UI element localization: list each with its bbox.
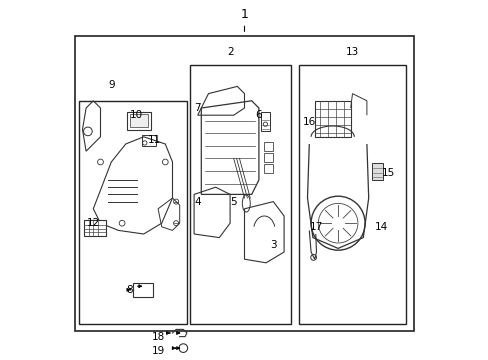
FancyBboxPatch shape [260,112,269,131]
FancyBboxPatch shape [314,101,350,137]
FancyBboxPatch shape [84,220,106,236]
Text: 17: 17 [309,222,323,232]
FancyBboxPatch shape [142,135,156,146]
FancyBboxPatch shape [79,101,186,324]
FancyBboxPatch shape [298,65,406,324]
FancyBboxPatch shape [130,114,148,127]
FancyBboxPatch shape [264,164,273,173]
Text: 9: 9 [108,80,114,90]
Text: 6: 6 [255,110,262,120]
Text: 8: 8 [126,285,132,295]
Text: 15: 15 [381,168,394,178]
Text: 7: 7 [194,103,201,113]
FancyBboxPatch shape [75,36,413,331]
FancyBboxPatch shape [190,65,291,324]
Text: 14: 14 [374,222,387,232]
Text: 16: 16 [302,117,315,127]
Text: 18: 18 [151,332,164,342]
Text: 2: 2 [226,47,233,57]
FancyBboxPatch shape [371,163,382,180]
Text: 3: 3 [269,240,276,250]
FancyBboxPatch shape [127,112,151,130]
Text: 11: 11 [147,135,161,145]
Text: 1: 1 [240,8,248,21]
Text: 19: 19 [151,346,164,356]
Text: 12: 12 [86,218,100,228]
Text: 10: 10 [130,110,143,120]
Text: 13: 13 [345,47,358,57]
Text: 5: 5 [230,197,237,207]
FancyBboxPatch shape [133,283,152,297]
FancyBboxPatch shape [264,153,273,162]
Text: 4: 4 [194,197,201,207]
FancyBboxPatch shape [264,142,273,151]
